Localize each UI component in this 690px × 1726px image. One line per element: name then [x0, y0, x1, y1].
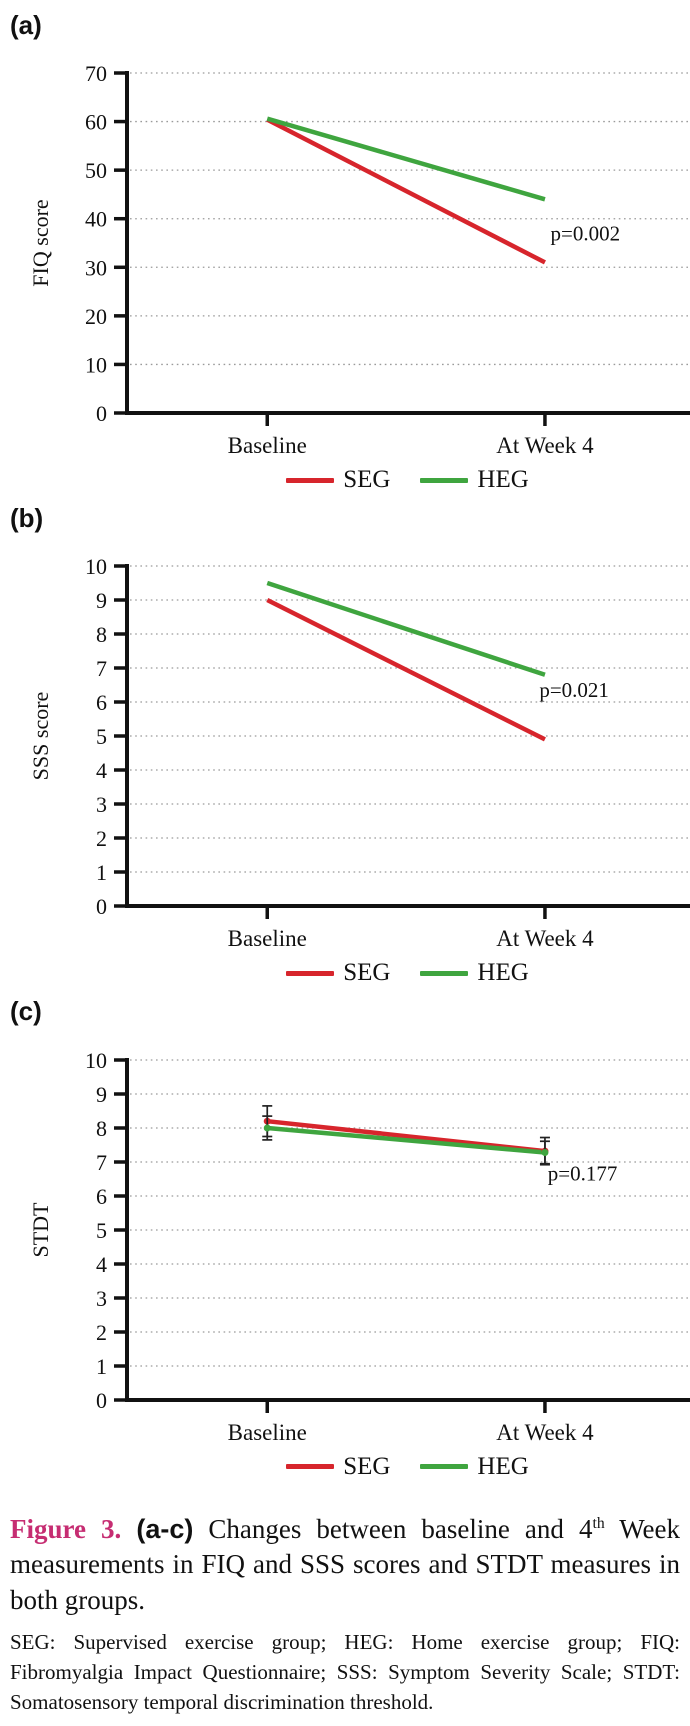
series-line-seg [266, 598, 546, 742]
y-tick-label: 0 [96, 1388, 107, 1413]
y-tick-label: 60 [85, 110, 107, 135]
panel-c: (c) 0 1 2 3 4 5 6 7 8 9 10 Baseline At Week 4 STDT p=0… [0, 992, 690, 1485]
y-tick-label: 1 [96, 1354, 107, 1379]
y-tick-label: 0 [96, 401, 107, 426]
legend-label-heg: HEG [477, 466, 529, 494]
legend-item-heg: HEG [420, 1452, 529, 1481]
p-value-label: p=0.021 [539, 678, 609, 702]
series-line-seg [266, 117, 546, 265]
chart-legend: SEG HEG [127, 954, 688, 992]
y-tick-label: 40 [85, 207, 107, 232]
series-line-heg [267, 1125, 546, 1155]
y-tick-label: 3 [96, 792, 107, 817]
chart-legend: SEG HEG [127, 461, 688, 499]
figure-caption: Figure 3. (a-c) Changes between baseline… [10, 1512, 680, 1619]
x-tick-label: Baseline [228, 926, 307, 951]
y-tick-label: 6 [96, 690, 107, 715]
series-line-heg [266, 116, 546, 202]
chart-plot: 0 10 20 30 40 50 60 70 Baseline At Week 4 FIQ scor… [28, 61, 690, 458]
legend-label-seg: SEG [343, 1452, 391, 1480]
panel-label-b: (b) [10, 503, 44, 534]
y-tick-label: 7 [96, 1150, 107, 1175]
y-tick-label: 9 [96, 1082, 107, 1107]
y-tick-label: 6 [96, 1184, 107, 1209]
y-tick-label: 7 [96, 656, 107, 681]
y-axis-title: SSS score [28, 692, 53, 781]
chart-plot: 0 1 2 3 4 5 6 7 8 9 10 Baseline At Week 4 STDT p=0.177 [28, 1048, 690, 1445]
y-tick-label: 10 [85, 554, 107, 579]
y-tick-label: 4 [96, 1252, 107, 1277]
panel-label-c: (c) [10, 996, 42, 1027]
y-tick-label: 20 [85, 304, 107, 329]
seg-line-swatch [286, 1464, 335, 1470]
y-tick-label: 3 [96, 1286, 107, 1311]
legend-item-seg: SEG [286, 466, 390, 494]
caption-superscript: th [592, 1514, 605, 1532]
y-tick-label: 1 [96, 860, 107, 885]
y-tick-label: 10 [85, 353, 107, 378]
y-tick-label: 50 [85, 158, 107, 183]
y-tick-label: 2 [96, 1320, 107, 1345]
y-tick-label: 4 [96, 758, 107, 783]
seg-line-swatch [286, 970, 335, 976]
x-tick-label: At Week 4 [496, 433, 594, 458]
legend-item-seg: SEG [286, 1453, 390, 1481]
panel-a: (a) 0 10 20 30 40 50 60 70 Baseline At Week 4 FIQ … [0, 6, 690, 499]
chart-sss-score: 0 1 2 3 4 5 6 7 8 9 10 Baseline At Week 4 SSS score p=… [0, 534, 690, 954]
legend-item-heg: HEG [420, 466, 529, 494]
caption-text-end: Week measurements in FIQ and SSS scores … [10, 1513, 681, 1615]
marker-heg [541, 1148, 549, 1156]
heg-line-swatch [420, 1464, 469, 1470]
x-tick-label: At Week 4 [496, 926, 594, 951]
seg-line-swatch [286, 477, 335, 483]
y-axis-title: STDT [28, 1202, 53, 1258]
y-tick-label: 8 [96, 1116, 107, 1141]
figure-footnote: SEG: Supervised exercise group; HEG: Hom… [10, 1630, 680, 1715]
y-tick-label: 10 [85, 1048, 107, 1073]
legend-label-seg: SEG [343, 959, 391, 987]
heg-line-swatch [420, 477, 469, 483]
legend-label-heg: HEG [477, 1452, 529, 1480]
p-value-label: p=0.002 [551, 222, 621, 246]
legend-label-seg: SEG [343, 466, 391, 494]
y-tick-label: 2 [96, 826, 107, 851]
y-axis-title: FIQ score [28, 200, 53, 287]
y-tick-label: 0 [96, 894, 107, 919]
chart-stdt: 0 1 2 3 4 5 6 7 8 9 10 Baseline At Week 4 STDT p=0.177 [0, 1028, 690, 1448]
figure-number-label: Figure 3. [10, 1513, 122, 1544]
y-tick-label: 8 [96, 622, 107, 647]
y-tick-label: 70 [85, 61, 107, 86]
panel-b: (b) 0 1 2 3 4 5 6 7 8 9 10 Baseline At Week 4 SSS sco… [0, 499, 690, 992]
chart-fiq-score: 0 10 20 30 40 50 60 70 Baseline At Week 4 FIQ scor… [0, 41, 690, 461]
p-value-label: p=0.177 [548, 1161, 618, 1185]
y-tick-label: 9 [96, 588, 107, 613]
legend-item-seg: SEG [286, 959, 390, 987]
x-tick-label: Baseline [228, 433, 307, 458]
series-line-seg [267, 1118, 546, 1153]
series-line-heg [266, 581, 546, 678]
x-tick-label: Baseline [228, 1420, 307, 1445]
y-tick-label: 30 [85, 255, 107, 280]
chart-plot: 0 1 2 3 4 5 6 7 8 9 10 Baseline At Week 4 SSS score p=… [28, 554, 690, 951]
x-tick-label: At Week 4 [496, 1420, 594, 1445]
legend-label-heg: HEG [477, 959, 529, 987]
legend-item-heg: HEG [420, 959, 529, 987]
heg-line-swatch [420, 970, 469, 976]
panel-label-a: (a) [10, 10, 42, 40]
y-tick-label: 5 [96, 1218, 107, 1243]
chart-legend: SEG HEG [127, 1448, 688, 1486]
caption-text-start: Changes between baseline and 4 [208, 1513, 593, 1544]
y-tick-label: 5 [96, 724, 107, 749]
marker-heg [263, 1124, 271, 1132]
caption-panels-ref: (a-c) [136, 1513, 194, 1544]
